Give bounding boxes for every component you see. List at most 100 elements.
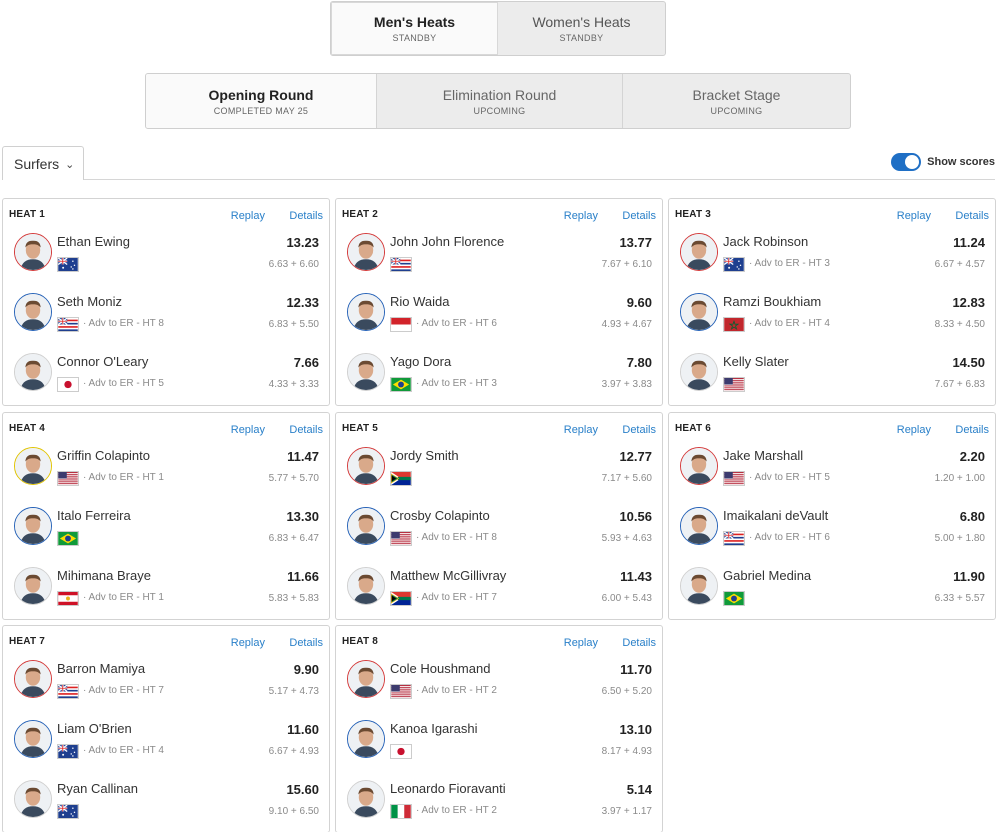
heat-header: HEAT 1 Replay Details [9,209,323,223]
wave-scores: 6.83 + 5.50 [268,319,319,330]
replay-link[interactable]: Replay [563,637,598,649]
surfer-row[interactable]: Italo Ferreira 13.30 6.83 + 6.47 [3,501,329,557]
tab-label: Women's Heats [532,14,631,30]
surfer-row[interactable]: Crosby Colapinto · Adv to ER - HT 8 10.56 5… [336,501,662,557]
wave-scores: 5.77 + 5.70 [268,473,319,484]
heat-total-score: 13.30 [286,509,319,524]
flag-icon-haw [390,257,412,272]
toggle-knob [905,155,920,169]
details-link[interactable]: Details [289,637,323,649]
replay-link[interactable]: Replay [563,210,598,222]
surfer-row[interactable]: John John Florence 13.77 7.67 + 6.10 [336,227,662,283]
surfer-row[interactable]: Yago Dora · Adv to ER - HT 3 7.80 3.97 + 3.… [336,347,662,403]
flag-icon-usa [390,531,412,546]
heat-card: HEAT 3 Replay Details Jack Robinson · Adv to… [668,198,996,406]
surfer-row[interactable]: Jake Marshall · Adv to ER - HT 5 2.20 1.20 … [669,441,995,497]
surfer-row[interactable]: Mihimana Braye · Adv to ER - HT 1 11.66 5.8… [3,561,329,617]
details-link[interactable]: Details [622,424,656,436]
tab-label: Men's Heats [373,14,456,30]
surfer-row[interactable]: Connor O'Leary · Adv to ER - HT 5 7.66 4.33… [3,347,329,403]
tab-status: STANDBY [559,33,604,43]
surfer-name: Matthew McGillivray [390,568,507,583]
details-link[interactable]: Details [955,210,989,222]
heat-header: HEAT 4 Replay Details [9,423,323,437]
advance-status: · Adv to ER - HT 6 [749,532,830,543]
surfer-row[interactable]: Barron Mamiya · Adv to ER - HT 7 9.90 5.17 … [3,654,329,710]
heat-total-score: 7.66 [293,355,319,370]
heat-total-score: 11.66 [287,569,319,584]
surfer-row[interactable]: Liam O'Brien · Adv to ER - HT 4 11.60 6.67 … [3,714,329,770]
flag-icon-haw [723,531,745,546]
wave-scores: 5.00 + 1.80 [934,533,985,544]
replay-link[interactable]: Replay [230,637,265,649]
wave-scores: 7.17 + 5.60 [601,473,652,484]
avatar [14,353,52,391]
avatar [347,293,385,331]
surfer-row[interactable]: Gabriel Medina 11.90 6.33 + 5.57 [669,561,995,617]
flag-icon-mar [723,317,745,332]
replay-link[interactable]: Replay [896,424,931,436]
heat-card: HEAT 6 Replay Details Jake Marshall · Adv to… [668,412,996,620]
surfer-row[interactable]: Ryan Callinan 15.60 9.10 + 6.50 [3,774,329,830]
replay-link[interactable]: Replay [896,210,931,222]
advance-status: · Adv to ER - HT 3 [416,378,497,389]
surfer-name: Crosby Colapinto [390,508,490,523]
replay-link[interactable]: Replay [230,210,265,222]
heat-header: HEAT 8 Replay Details [342,636,656,650]
avatar [14,447,52,485]
details-link[interactable]: Details [622,637,656,649]
flag-icon-bra [723,591,745,606]
details-link[interactable]: Details [622,210,656,222]
surfer-row[interactable]: Griffin Colapinto · Adv to ER - HT 1 11.47… [3,441,329,497]
heat-total-score: 13.23 [286,235,319,250]
surfer-row[interactable]: Leonardo Fioravanti · Adv to ER - HT 2 5.1… [336,774,662,830]
heat-total-score: 5.14 [626,782,652,797]
surfer-row[interactable]: Kanoa Igarashi 13.10 8.17 + 4.93 [336,714,662,770]
surfer-row[interactable]: Ramzi Boukhiam · Adv to ER - HT 4 12.83 8.3… [669,287,995,343]
details-link[interactable]: Details [289,424,323,436]
show-scores-toggle[interactable] [891,153,922,171]
surfer-name: Ethan Ewing [57,234,130,249]
heat-card: HEAT 2 Replay Details John John Florence 13.… [335,198,663,406]
tab-bracket-stage[interactable]: Bracket Stage UPCOMING [622,74,850,128]
surfer-row[interactable]: Imaikalani deVault · Adv to ER - HT 6 6.80… [669,501,995,557]
surfers-dropdown-label: Surfers [14,155,60,172]
flag-icon-jpn [390,744,412,759]
show-scores-control: Show scores [891,153,995,171]
surfer-row[interactable]: Matthew McGillivray · Adv to ER - HT 7 11.… [336,561,662,617]
advance-status: · Adv to ER - HT 5 [83,378,164,389]
flag-icon-rsa [390,591,412,606]
tab-opening-round[interactable]: Opening Round COMPLETED MAY 25 [146,74,376,128]
replay-link[interactable]: Replay [230,424,265,436]
wave-scores: 6.67 + 4.57 [934,259,985,270]
advance-status: · Adv to ER - HT 3 [749,258,830,269]
surfers-dropdown[interactable]: Surfers ⌄ [2,146,84,180]
heat-total-score: 9.60 [626,295,652,310]
wave-scores: 4.93 + 4.67 [601,319,652,330]
flag-icon-jpn [57,377,79,392]
surfer-row[interactable]: Rio Waida · Adv to ER - HT 6 9.60 4.93 + 4.… [336,287,662,343]
wave-scores: 6.67 + 4.93 [268,746,319,757]
replay-link[interactable]: Replay [563,424,598,436]
tab-womens-heats[interactable]: Women's Heats STANDBY [498,2,665,55]
wave-scores: 8.17 + 4.93 [601,746,652,757]
avatar [14,233,52,271]
surfer-row[interactable]: Ethan Ewing 13.23 6.63 + 6.60 [3,227,329,283]
surfer-name: Kanoa Igarashi [390,721,478,736]
surfer-row[interactable]: Seth Moniz · Adv to ER - HT 8 12.33 6.83 + … [3,287,329,343]
avatar [14,507,52,545]
surfer-row[interactable]: Cole Houshmand · Adv to ER - HT 2 11.70 6.5… [336,654,662,710]
avatar [347,233,385,271]
tab-elimination-round[interactable]: Elimination Round UPCOMING [376,74,622,128]
details-link[interactable]: Details [955,424,989,436]
surfer-row[interactable]: Kelly Slater 14.50 7.67 + 6.83 [669,347,995,403]
heat-title: HEAT 3 [675,209,712,220]
surfer-row[interactable]: Jordy Smith 12.77 7.17 + 5.60 [336,441,662,497]
heat-card: HEAT 1 Replay Details Ethan Ewing 13.23 6.63 … [2,198,330,406]
avatar [680,233,718,271]
details-link[interactable]: Details [289,210,323,222]
chevron-down-icon: ⌄ [65,159,75,171]
tab-mens-heats[interactable]: Men's Heats STANDBY [331,2,498,55]
heat-card: HEAT 7 Replay Details Barron Mamiya · Adv to… [2,625,330,832]
surfer-row[interactable]: Jack Robinson · Adv to ER - HT 3 11.24 6.67… [669,227,995,283]
